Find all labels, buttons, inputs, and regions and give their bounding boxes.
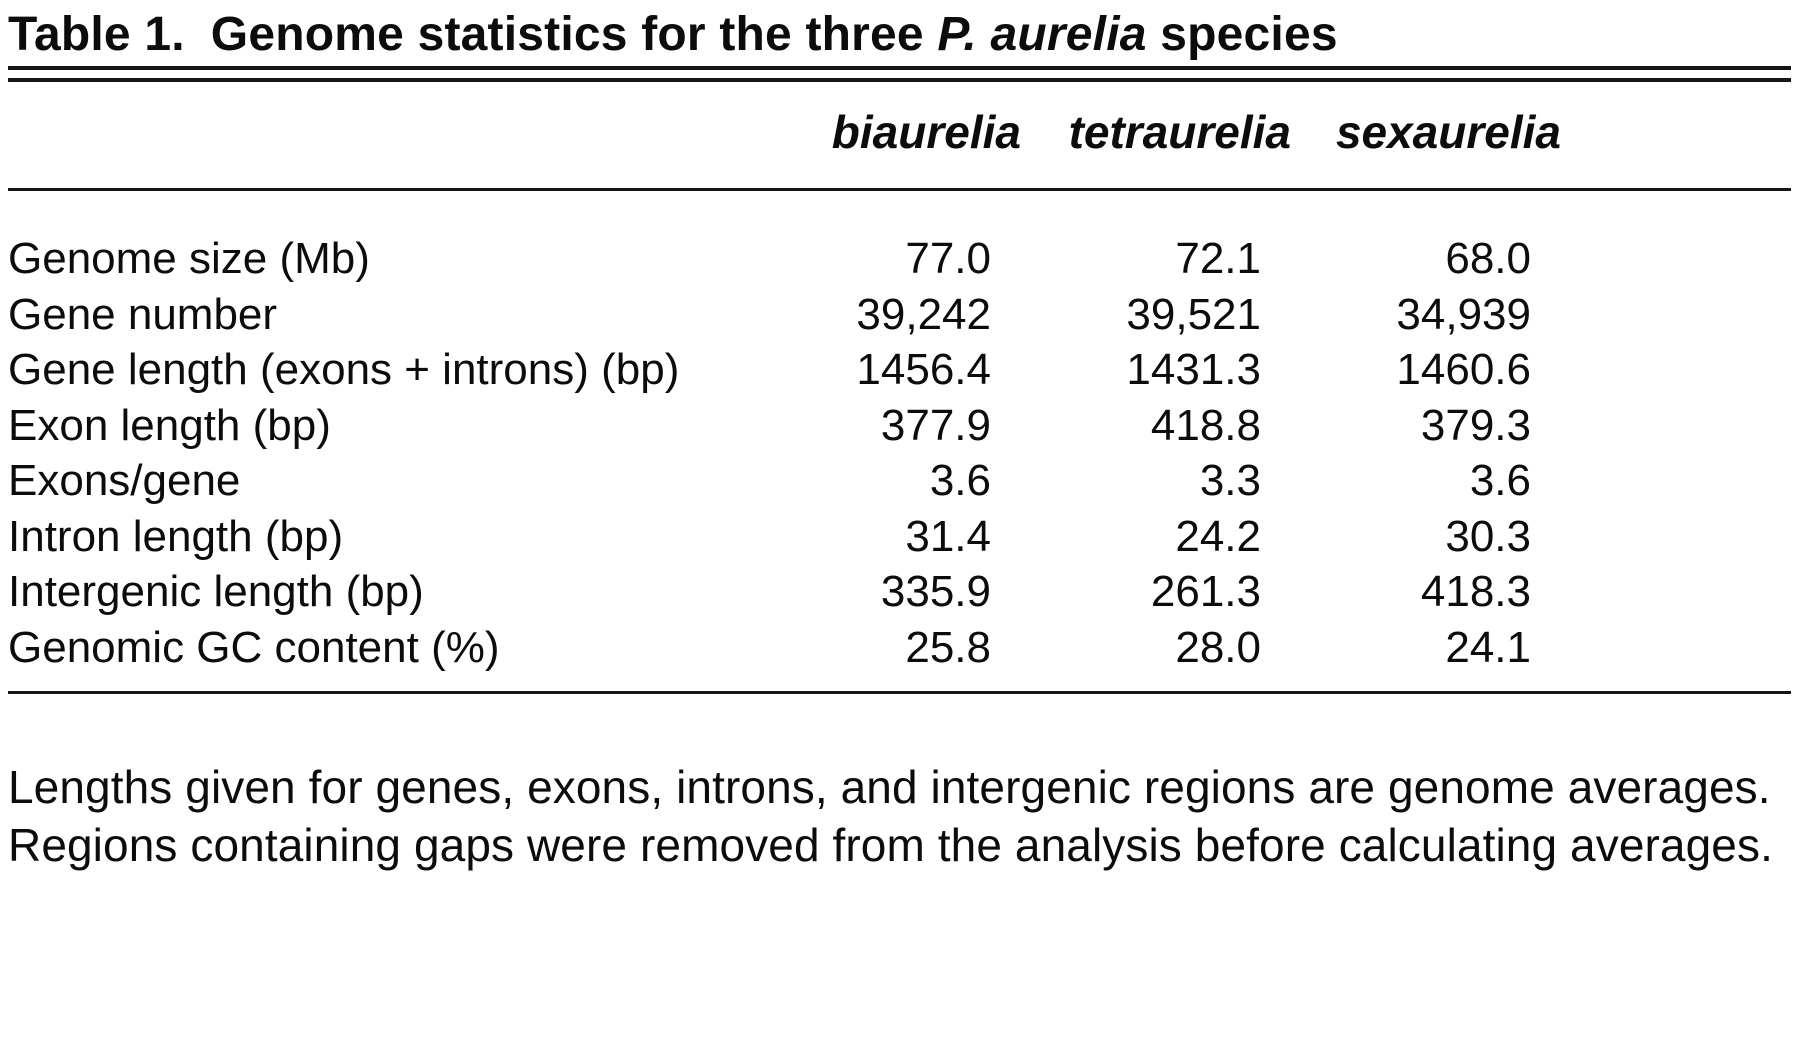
cell-value: 39,521	[1126, 289, 1261, 339]
table-row: Intergenic length (bp) 335.9 261.3 418.3	[8, 564, 1791, 620]
cell-value: 25.8	[905, 622, 991, 672]
header-rule	[8, 188, 1791, 191]
table-number-label: Table 1.	[8, 8, 185, 61]
row-label: Intergenic length (bp)	[8, 567, 424, 616]
cell-value: 68.0	[1445, 234, 1531, 283]
cell-value: 30.3	[1445, 511, 1531, 561]
table-title: Table 1. Genome statistics for the three …	[8, 6, 1791, 64]
cell-value: 261.3	[1150, 567, 1261, 616]
table-header-row: biaurelia tetraurelia sexaurelia	[8, 108, 1791, 156]
title-rule	[8, 66, 1791, 82]
cell-value: 39,242	[856, 289, 991, 339]
cell-value: 28.0	[1175, 622, 1261, 672]
cell-value: 3.6	[1469, 456, 1531, 505]
column-header-sexaurelia: sexaurelia	[1335, 106, 1561, 158]
cell-value: 34,939	[1396, 289, 1531, 339]
cell-value: 418.8	[1150, 400, 1261, 450]
cell-value: 24.1	[1445, 622, 1531, 672]
cell-value: 1456.4	[856, 345, 991, 394]
table-row: Gene length (exons + introns) (bp) 1456.…	[8, 342, 1791, 398]
row-label: Gene length (exons + introns) (bp)	[8, 345, 680, 394]
table-body: Genome size (Mb) 77.0 72.1 68.0 Gene num…	[8, 231, 1791, 675]
bottom-rule	[8, 691, 1791, 694]
cell-value: 31.4	[905, 511, 991, 561]
row-label: Intron length (bp)	[8, 511, 344, 561]
table-row: Genome size (Mb) 77.0 72.1 68.0	[8, 231, 1791, 287]
column-header-tetraurelia: tetraurelia	[1068, 106, 1291, 158]
table-title-suffix: species	[1160, 8, 1338, 61]
cell-value: 335.9	[880, 567, 991, 616]
cell-value: 418.3	[1420, 567, 1531, 616]
row-label: Genomic GC content (%)	[8, 622, 500, 672]
cell-value: 1460.6	[1396, 345, 1531, 394]
cell-value: 1431.3	[1126, 345, 1261, 394]
cell-value: 379.3	[1420, 400, 1531, 450]
table-row: Intron length (bp) 31.4 24.2 30.3	[8, 509, 1791, 565]
table-row: Exons/gene 3.6 3.3 3.6	[8, 453, 1791, 509]
row-label: Gene number	[8, 289, 278, 339]
table-title-text: Genome statistics for the three	[210, 8, 924, 61]
row-label: Genome size (Mb)	[8, 234, 370, 283]
table-row: Exon length (bp) 377.9 418.8 379.3	[8, 398, 1791, 454]
column-header-biaurelia: biaurelia	[831, 106, 1021, 158]
table-row: Genomic GC content (%) 25.8 28.0 24.1	[8, 620, 1791, 676]
table-title-species: P. aurelia	[937, 8, 1147, 61]
row-label: Exons/gene	[8, 456, 241, 505]
cell-value: 3.3	[1199, 456, 1261, 505]
row-label: Exon length (bp)	[8, 400, 331, 450]
cell-value: 72.1	[1175, 234, 1261, 283]
cell-value: 24.2	[1175, 511, 1261, 561]
table-row: Gene number 39,242 39,521 34,939	[8, 287, 1791, 343]
cell-value: 77.0	[905, 234, 991, 283]
cell-value: 377.9	[880, 400, 991, 450]
table-footnote: Lengths given for genes, exons, introns,…	[8, 761, 1773, 871]
cell-value: 3.6	[929, 456, 991, 505]
